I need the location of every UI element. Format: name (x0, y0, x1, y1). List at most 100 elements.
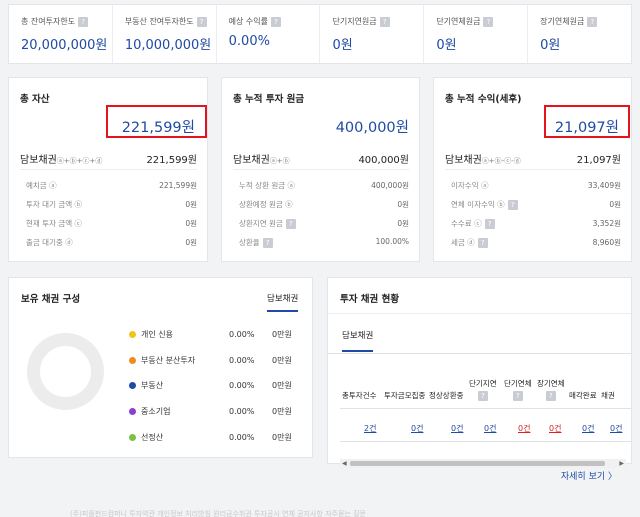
legend-pct: 0.00% (229, 330, 255, 339)
stat-value: 10,000,000원 (124, 38, 212, 53)
stat-value: 0원 (436, 38, 457, 53)
help-icon[interactable] (477, 391, 488, 401)
detail-label: 이자수익 ⓐ (451, 181, 489, 190)
detail-label: 세금 ⓓ (451, 238, 475, 247)
detail-value: 100.00% (375, 237, 409, 246)
row-label: 담보채권 (20, 155, 57, 166)
horizontal-scrollbar[interactable]: ◀ ▶ (340, 459, 626, 468)
legend-item: 부동산 분산투자 0.00% 0만원 (129, 355, 292, 366)
divider (340, 408, 631, 409)
scroll-right-icon[interactable]: ▶ (619, 460, 624, 467)
stat-label: 총 잔여투자한도 (21, 17, 76, 26)
total-assets-card: 총 자산 221,599원 담보채권ⓐ+ⓑ+ⓒ+ⓓ 221,599원 예치금 ⓐ… (8, 77, 208, 262)
stat-expected-return: 예상 수익률 0.00% (217, 5, 321, 63)
count-link[interactable]: 2건 (364, 424, 377, 433)
detail-row: 예치금 ⓐ 221,599원 (26, 180, 197, 191)
detail-value: 221,599원 (159, 181, 197, 190)
legend-pct: 0.00% (229, 407, 255, 416)
detail-row: 수수료 ⓒ 3,352원 (451, 218, 621, 229)
detail-row: 출금 대기중 ⓓ 0원 (26, 237, 197, 248)
detail-value: 33,409원 (587, 181, 621, 190)
count-link[interactable]: 0건 (484, 424, 497, 433)
summary-stats-bar: 총 잔여투자한도 20,000,000원 부동산 잔여투자한도 10,000,0… (8, 4, 632, 64)
row-value: 21,097원 (576, 155, 621, 166)
legend-pct: 0.00% (229, 356, 255, 365)
tab-collateral-bonds[interactable]: 담보채권 (267, 292, 299, 312)
legend-amount: 0만원 (272, 330, 292, 339)
legend-label: 중소기업 (141, 407, 171, 416)
detail-row: 상환율 100.00% (239, 237, 409, 248)
count-link[interactable]: 0건 (549, 424, 562, 433)
stat-total-limit: 총 잔여투자한도 20,000,000원 (9, 5, 113, 63)
count-link[interactable]: 0건 (451, 424, 464, 433)
help-icon[interactable] (379, 16, 390, 27)
detail-label: 투자 대기 금액 ⓑ (26, 200, 83, 209)
legend-amount: 0만원 (272, 356, 292, 365)
detail-value: 0원 (185, 238, 197, 247)
detail-value: 0원 (397, 219, 409, 228)
row-value: 221,599원 (146, 155, 197, 166)
scrollbar-thumb[interactable] (350, 461, 605, 466)
help-icon[interactable] (196, 16, 207, 27)
detail-row: 누적 상환 원금 ⓐ 400,000원 (239, 180, 409, 191)
help-icon[interactable] (271, 16, 281, 27)
stat-value: 20,000,000원 (21, 38, 108, 53)
column-header-label: 단기지연 (469, 379, 497, 388)
stat-short-delay: 단기지연원금 0원 (320, 5, 425, 63)
detail-label: 상환지연 원금 (239, 219, 283, 228)
stat-value: 0.00% (228, 34, 270, 49)
help-icon[interactable] (285, 219, 296, 229)
help-icon[interactable] (507, 200, 518, 210)
detail-value: 400,000원 (371, 181, 409, 190)
help-icon[interactable] (483, 16, 494, 27)
divider (20, 169, 197, 170)
detail-row: 투자 대기 금액 ⓑ 0원 (26, 199, 197, 210)
detail-label: 수수료 ⓒ (451, 219, 482, 228)
stat-label: 예상 수익률 (228, 17, 268, 26)
help-icon[interactable] (262, 238, 273, 248)
detail-label: 누적 상환 원금 ⓐ (239, 181, 296, 190)
detail-value: 0원 (185, 219, 197, 228)
legend-dot (129, 408, 136, 415)
view-more-link[interactable]: 자세히 보기 〉 (560, 472, 617, 482)
help-icon[interactable] (477, 238, 488, 248)
count-link[interactable]: 0건 (582, 424, 595, 433)
column-header: 장기연체 (537, 378, 565, 401)
detail-row: 상환지연 원금 0원 (239, 218, 409, 229)
cumulative-returns-value: 21,097원 (554, 120, 619, 136)
help-icon[interactable] (512, 391, 523, 401)
cumulative-returns-card: 총 누적 수익(세후) 21,097원 담보채권ⓐ+ⓑ-ⓒ-ⓓ 21,097원 … (433, 77, 632, 262)
card-title: 총 자산 (20, 94, 50, 105)
count-link[interactable]: 0건 (518, 424, 531, 433)
divider (328, 313, 631, 314)
divider (340, 441, 631, 442)
row-label: 담보채권 (233, 155, 270, 166)
divider (233, 169, 409, 170)
divider (445, 169, 621, 170)
divider (328, 353, 631, 354)
legend-amount: 0만원 (272, 407, 292, 416)
collateral-row: 담보채권ⓐ+ⓑ-ⓒ-ⓓ 21,097원 (445, 151, 621, 166)
row-formula: ⓐ+ⓑ (269, 157, 290, 165)
legend-label: 선정산 (141, 433, 164, 442)
tab-collateral-bonds[interactable]: 담보채권 (342, 329, 374, 352)
detail-label: 예치금 ⓐ (26, 181, 57, 190)
help-icon[interactable] (587, 16, 598, 27)
help-icon[interactable] (78, 16, 89, 27)
count-link[interactable]: 0건 (411, 424, 424, 433)
legend-dot (129, 382, 136, 389)
row-formula: ⓐ+ⓑ+ⓒ+ⓓ (56, 157, 103, 165)
highlight-box (106, 105, 207, 138)
detail-row: 상환예정 원금 ⓑ 0원 (239, 199, 409, 210)
help-icon[interactable] (484, 219, 495, 229)
total-assets-value: 221,599원 (121, 120, 195, 136)
column-header: 단기연체 (504, 378, 532, 401)
scroll-left-icon[interactable]: ◀ (342, 460, 347, 467)
detail-label: 상환예정 원금 ⓑ (239, 200, 293, 209)
detail-value: 0원 (609, 200, 621, 209)
legend-label: 개인 신용 (141, 330, 173, 339)
count-link[interactable]: 0건 (610, 424, 623, 433)
legend-item: 개인 신용 0.00% 0만원 (129, 329, 292, 340)
help-icon[interactable] (545, 391, 556, 401)
column-header: 투자금모집중 (384, 391, 426, 400)
